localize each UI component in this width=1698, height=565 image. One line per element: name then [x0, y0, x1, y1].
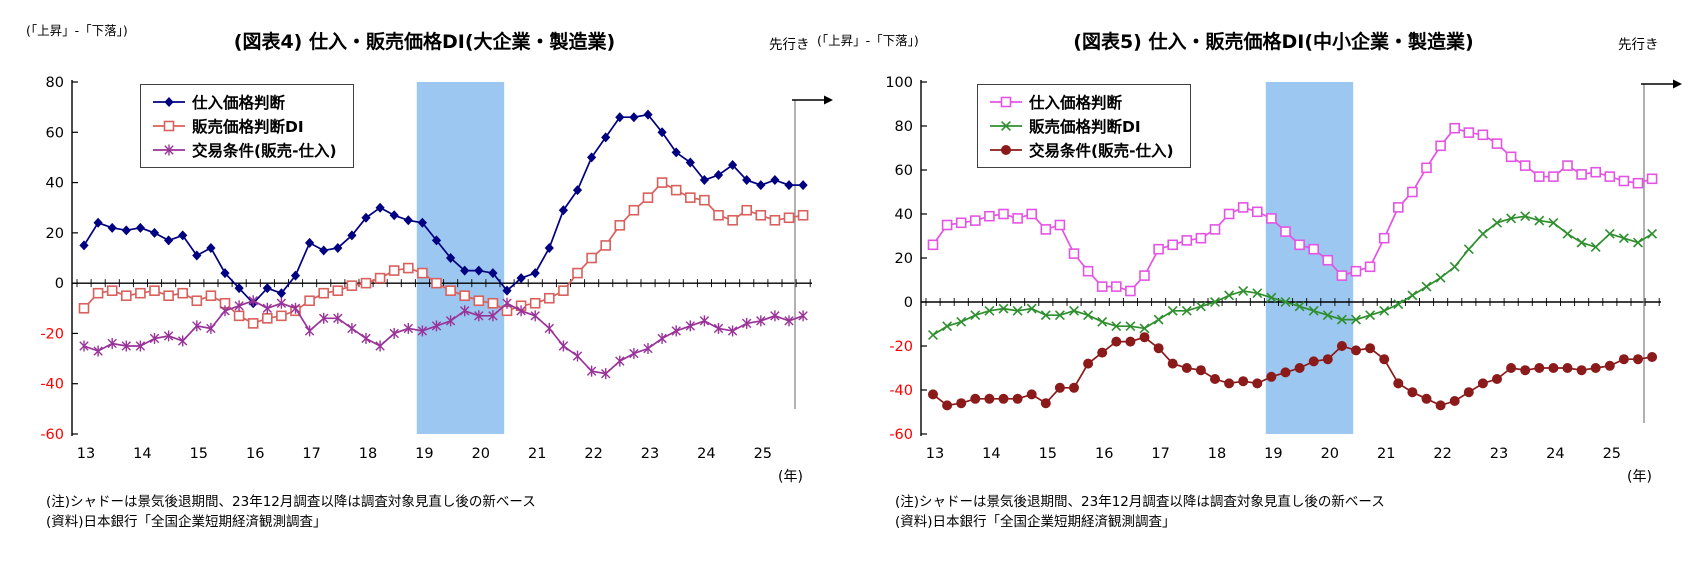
x-axis-unit-label: (年)	[778, 469, 803, 485]
svg-text:-20: -20	[889, 339, 913, 355]
svg-text:40: 40	[46, 176, 64, 192]
circle-marker-icon	[990, 145, 1022, 155]
svg-text:20: 20	[895, 251, 913, 267]
chart-panel-fig5: (「上昇」-「下落」) (図表5) 仕入・販売価格DI(中小企業・製造業) 先行…	[817, 0, 1698, 565]
x-axis-unit-label: (年)	[1627, 469, 1652, 485]
svg-text:17: 17	[302, 446, 320, 462]
svg-text:-40: -40	[40, 377, 64, 393]
diamond-marker-icon	[153, 97, 185, 107]
note-line: (注)シャドーは景気後退期間、23年12月調査以降は調査対象見直し後の新ベース	[895, 494, 1385, 510]
legend-item-output-price: 販売価格判断DI	[151, 115, 337, 137]
svg-text:23: 23	[641, 446, 659, 462]
svg-text:22: 22	[1433, 446, 1451, 462]
svg-text:21: 21	[528, 446, 546, 462]
chart-panel-fig4: (「上昇」-「下落」) (図表4) 仕入・販売価格DI(大企業・製造業) 先行き…	[26, 23, 833, 532]
svg-text:19: 19	[1264, 446, 1282, 462]
legend-label: 仕入価格判断	[192, 94, 286, 112]
svg-text:14: 14	[133, 446, 151, 462]
open-square-marker-icon	[990, 96, 1022, 108]
svg-text:-60: -60	[40, 427, 64, 443]
svg-text:18: 18	[359, 446, 377, 462]
svg-text:23: 23	[1490, 446, 1508, 462]
legend-label: 交易条件(販売-仕入)	[192, 142, 337, 160]
svg-text:13: 13	[77, 446, 95, 462]
svg-text:60: 60	[895, 163, 913, 179]
svg-text:40: 40	[895, 207, 913, 223]
legend-item-terms-of-trade: 交易条件(販売-仕入)	[988, 139, 1174, 161]
svg-text:-20: -20	[40, 326, 64, 342]
source-line: (資料)日本銀行「全国企業短期経済観測調査」	[895, 514, 1176, 530]
svg-text:24: 24	[697, 446, 715, 462]
forecast-annotation-label: 先行き	[769, 37, 810, 53]
legend-label: 仕入価格判断	[1029, 94, 1123, 112]
legend-label: 交易条件(販売-仕入)	[1029, 142, 1174, 160]
svg-text:18: 18	[1208, 446, 1226, 462]
svg-text:60: 60	[46, 125, 64, 141]
chart-title-fig4: (図表4) 仕入・販売価格DI(大企業・製造業)	[233, 31, 616, 53]
svg-text:14: 14	[982, 446, 1000, 462]
line-chart-fig4: -60 -40 -20 0 20 40 60 80 13 14 15 16 17 18 19 20 21 22 23…	[40, 75, 833, 462]
asterisk-marker-icon	[153, 144, 185, 156]
legend-fig4: 仕入価格判断 販売価格判断DI 交易条件(販売-仕入)	[140, 84, 354, 168]
svg-text:21: 21	[1377, 446, 1395, 462]
svg-text:-60: -60	[889, 427, 913, 443]
legend-item-terms-of-trade: 交易条件(販売-仕入)	[151, 139, 337, 161]
svg-text:19: 19	[415, 446, 433, 462]
svg-text:16: 16	[246, 446, 264, 462]
svg-text:100: 100	[885, 75, 913, 91]
y-axis-unit-label: (「上昇」-「下落」)	[26, 23, 128, 38]
chart-notes-fig4: (注)シャドーは景気後退期間、23年12月調査以降は調査対象見直し後の新ベース …	[46, 492, 536, 532]
legend-item-input-price: 仕入価格判断	[151, 91, 337, 113]
svg-text:80: 80	[895, 119, 913, 135]
source-line: (資料)日本銀行「全国企業短期経済観測調査」	[46, 514, 327, 530]
svg-text:25: 25	[1603, 446, 1621, 462]
svg-text:20: 20	[46, 226, 64, 242]
forecast-annotation-label: 先行き	[1618, 37, 1659, 53]
svg-text:80: 80	[46, 75, 64, 91]
note-line: (注)シャドーは景気後退期間、23年12月調査以降は調査対象見直し後の新ベース	[46, 494, 536, 510]
svg-text:22: 22	[584, 446, 602, 462]
svg-text:25: 25	[754, 446, 772, 462]
legend-label: 販売価格判断DI	[1029, 118, 1141, 136]
svg-text:15: 15	[190, 446, 208, 462]
svg-text:13: 13	[926, 446, 944, 462]
svg-text:0: 0	[55, 276, 64, 292]
chart-title-fig5: (図表5) 仕入・販売価格DI(中小企業・製造業)	[1073, 31, 1474, 53]
svg-text:20: 20	[472, 446, 490, 462]
svg-text:0: 0	[904, 295, 913, 311]
legend-item-input-price: 仕入価格判断	[988, 91, 1174, 113]
svg-text:17: 17	[1151, 446, 1169, 462]
legend-fig5: 仕入価格判断 販売価格判断DI 交易条件(販売-仕入)	[977, 84, 1191, 168]
svg-text:24: 24	[1546, 446, 1564, 462]
chart-notes-fig5: (注)シャドーは景気後退期間、23年12月調査以降は調査対象見直し後の新ベース …	[895, 492, 1385, 532]
line-chart-fig5: -60 -40 -20 0 20 40 60 80 100 13 14 15 16 17 18 19 20 21 2…	[885, 75, 1682, 462]
svg-text:20: 20	[1321, 446, 1339, 462]
x-marker-icon	[990, 121, 1022, 131]
svg-text:15: 15	[1039, 446, 1057, 462]
svg-text:16: 16	[1095, 446, 1113, 462]
legend-item-output-price: 販売価格判断DI	[988, 115, 1174, 137]
open-square-marker-icon	[153, 120, 185, 132]
y-axis-unit-label: (「上昇」-「下落」)	[817, 33, 919, 48]
svg-text:-40: -40	[889, 383, 913, 399]
legend-label: 販売価格判断DI	[192, 118, 304, 136]
